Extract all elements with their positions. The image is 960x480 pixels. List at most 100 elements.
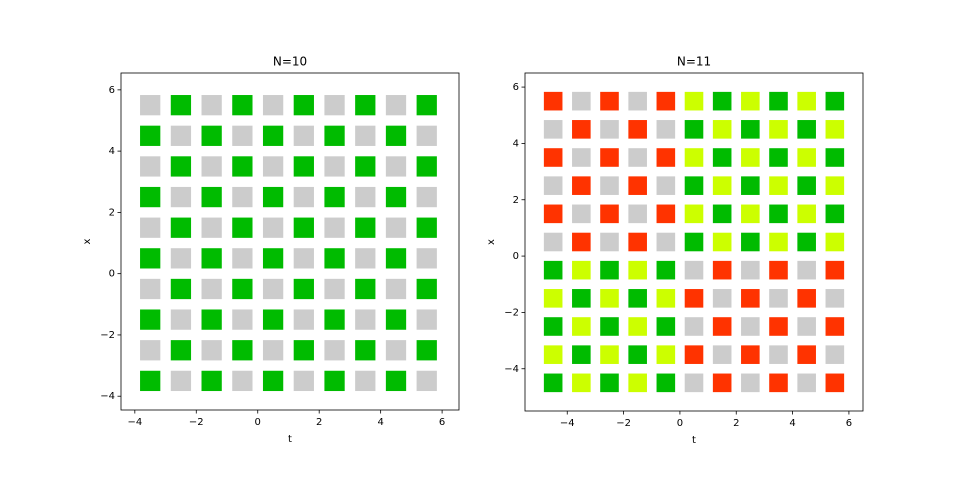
- y-tick-label: 0: [513, 251, 519, 262]
- cell: [262, 156, 284, 177]
- cell: [825, 91, 845, 111]
- cell: [769, 260, 788, 280]
- cell: [385, 278, 407, 300]
- cell: [543, 120, 563, 139]
- cell: [628, 289, 647, 308]
- cell: [684, 373, 704, 393]
- axes-frame: [524, 72, 864, 412]
- cell: [543, 260, 563, 280]
- cell: [170, 95, 192, 116]
- y-tick-label: −2: [504, 307, 519, 318]
- cell: [385, 95, 407, 116]
- cell: [656, 373, 676, 393]
- cell: [293, 186, 314, 208]
- cell: [628, 373, 647, 393]
- cell: [825, 289, 845, 308]
- cell: [600, 373, 619, 393]
- cell: [543, 289, 563, 308]
- cell: [201, 309, 222, 330]
- cell: [355, 217, 376, 238]
- cell: [769, 148, 788, 167]
- x-tick-label: 2: [733, 418, 739, 429]
- x-tick-label: −4: [560, 418, 575, 429]
- cell: [600, 232, 619, 252]
- cell: [293, 125, 314, 146]
- cell: [232, 217, 253, 238]
- x-tick-label: 2: [316, 417, 322, 428]
- cell: [600, 345, 619, 364]
- cell: [572, 204, 591, 224]
- cell: [201, 125, 222, 146]
- y-tick-label: −2: [100, 330, 115, 341]
- cell: [232, 309, 253, 330]
- cell: [416, 248, 437, 269]
- cell: [201, 370, 222, 392]
- cell: [293, 278, 314, 300]
- cell: [293, 340, 314, 361]
- cell: [797, 232, 816, 252]
- cell: [324, 95, 345, 116]
- cell: [797, 289, 816, 308]
- y-tick-label: 2: [109, 207, 115, 218]
- cell: [712, 260, 732, 280]
- cell: [769, 373, 788, 393]
- cell: [232, 340, 253, 361]
- cell: [140, 125, 161, 146]
- cell: [572, 91, 591, 111]
- cell: [355, 309, 376, 330]
- cell: [355, 95, 376, 116]
- cell: [628, 176, 647, 195]
- cell: [262, 217, 284, 238]
- cell: [741, 91, 760, 111]
- cell: [355, 156, 376, 177]
- cell: [324, 125, 345, 146]
- cell: [600, 317, 619, 336]
- cell: [140, 278, 161, 300]
- cell: [201, 186, 222, 208]
- x-axis-label: t: [692, 435, 696, 446]
- chart-title: N=11: [677, 55, 711, 69]
- cell: [355, 370, 376, 392]
- cell: [572, 148, 591, 167]
- x-tick-label: 6: [439, 417, 445, 428]
- cell: [741, 232, 760, 252]
- cell: [324, 248, 345, 269]
- cell: [741, 289, 760, 308]
- cell: [769, 232, 788, 252]
- cell: [170, 186, 192, 208]
- cell: [712, 176, 732, 195]
- cell: [825, 317, 845, 336]
- cell: [324, 278, 345, 300]
- cell: [572, 289, 591, 308]
- cell: [572, 345, 591, 364]
- x-tick-label: 4: [789, 418, 795, 429]
- cell: [572, 120, 591, 139]
- cell: [543, 373, 563, 393]
- x-tick-label: −2: [189, 417, 204, 428]
- cell: [232, 278, 253, 300]
- cell: [201, 217, 222, 238]
- y-tick-label: 6: [109, 85, 115, 96]
- cell: [712, 204, 732, 224]
- cell: [324, 370, 345, 392]
- cell: [712, 232, 732, 252]
- cell: [628, 345, 647, 364]
- cell: [628, 204, 647, 224]
- cell: [712, 345, 732, 364]
- cell: [170, 217, 192, 238]
- cell: [628, 148, 647, 167]
- cell: [355, 278, 376, 300]
- cell: [712, 91, 732, 111]
- cell: [170, 156, 192, 177]
- cell: [684, 120, 704, 139]
- cell: [712, 120, 732, 139]
- cell: [140, 340, 161, 361]
- cell: [684, 345, 704, 364]
- cell: [656, 260, 676, 280]
- cell: [600, 148, 619, 167]
- cell: [293, 248, 314, 269]
- cell: [825, 373, 845, 393]
- y-tick-label: 0: [109, 269, 115, 280]
- cell: [684, 260, 704, 280]
- cell: [797, 317, 816, 336]
